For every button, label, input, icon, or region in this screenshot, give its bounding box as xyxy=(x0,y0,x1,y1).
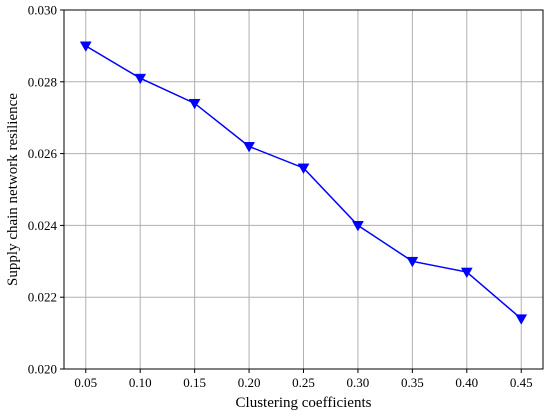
x-tick-label: 0.45 xyxy=(510,375,533,390)
y-tick-label: 0.024 xyxy=(28,218,58,233)
x-tick-label: 0.05 xyxy=(74,375,97,390)
x-tick-label: 0.15 xyxy=(183,375,206,390)
data-point-marker xyxy=(515,314,528,325)
series-layer xyxy=(79,41,528,325)
y-axis-title: Supply chain network resilience xyxy=(5,93,21,286)
data-point-marker xyxy=(79,41,92,52)
x-tick-label: 0.30 xyxy=(347,375,370,390)
y-tick-label: 0.026 xyxy=(28,146,58,161)
x-tick-label: 0.40 xyxy=(455,375,478,390)
x-tick-label: 0.25 xyxy=(292,375,315,390)
data-point-marker xyxy=(406,256,419,268)
x-tick-label: 0.10 xyxy=(129,375,152,390)
data-point-marker xyxy=(352,221,364,232)
x-tick-label: 0.35 xyxy=(401,375,424,390)
data-point-marker xyxy=(460,267,473,279)
data-point-marker xyxy=(188,98,201,110)
data-point-marker xyxy=(134,73,147,85)
y-tick-label: 0.028 xyxy=(28,74,57,89)
data-point-marker xyxy=(297,163,310,174)
x-tick-label: 0.20 xyxy=(238,375,261,390)
ticks: 0.05 0.10 0.15 0.20 0.25 0.30 0.35 0.40 0.45 0.02… xyxy=(28,3,533,391)
x-axis-title: Clustering coefficients xyxy=(236,395,372,411)
y-tick-label: 0.022 xyxy=(28,290,57,305)
y-tick-label: 0.020 xyxy=(28,362,57,377)
y-tick-label: 0.030 xyxy=(28,3,57,18)
data-point-marker xyxy=(243,142,255,153)
grid xyxy=(64,9,543,370)
